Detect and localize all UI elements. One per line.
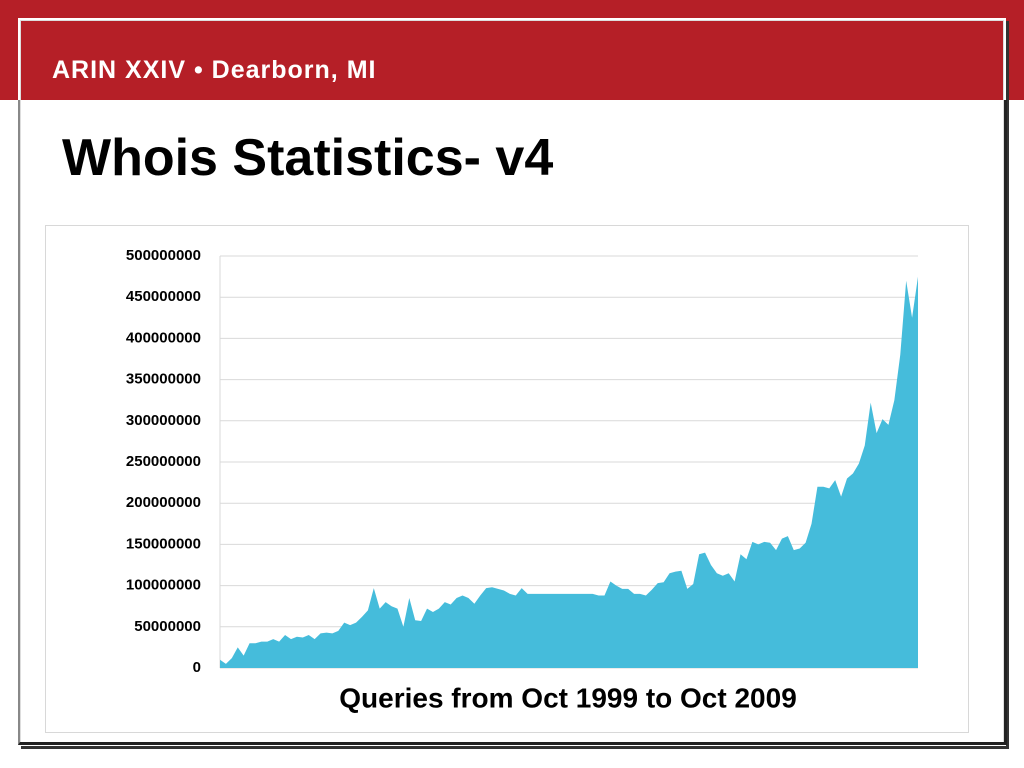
header-band (0, 0, 1024, 100)
y-tick-label: 350000000 (126, 371, 201, 388)
y-tick-label: 0 (193, 659, 201, 676)
y-tick-label: 500000000 (126, 247, 201, 264)
slide-frame-shadow (18, 100, 1007, 745)
y-tick-label: 200000000 (126, 494, 201, 511)
chart-box (45, 225, 969, 733)
y-tick-label: 300000000 (126, 412, 201, 429)
area (220, 276, 918, 668)
y-tick-label: 150000000 (126, 535, 201, 552)
y-tick-label: 100000000 (126, 577, 201, 594)
y-tick-label: 400000000 (126, 329, 201, 346)
y-tick-label: 250000000 (126, 453, 201, 470)
y-tick-label: 450000000 (126, 288, 201, 305)
x-axis-label: Queries from Oct 1999 to Oct 2009 (339, 682, 797, 713)
slide-title: Whois Statistics- v4 (62, 129, 554, 187)
y-tick-label: 50000000 (134, 618, 201, 635)
header-text: ARIN XXIV • Dearborn, MI (52, 56, 377, 84)
